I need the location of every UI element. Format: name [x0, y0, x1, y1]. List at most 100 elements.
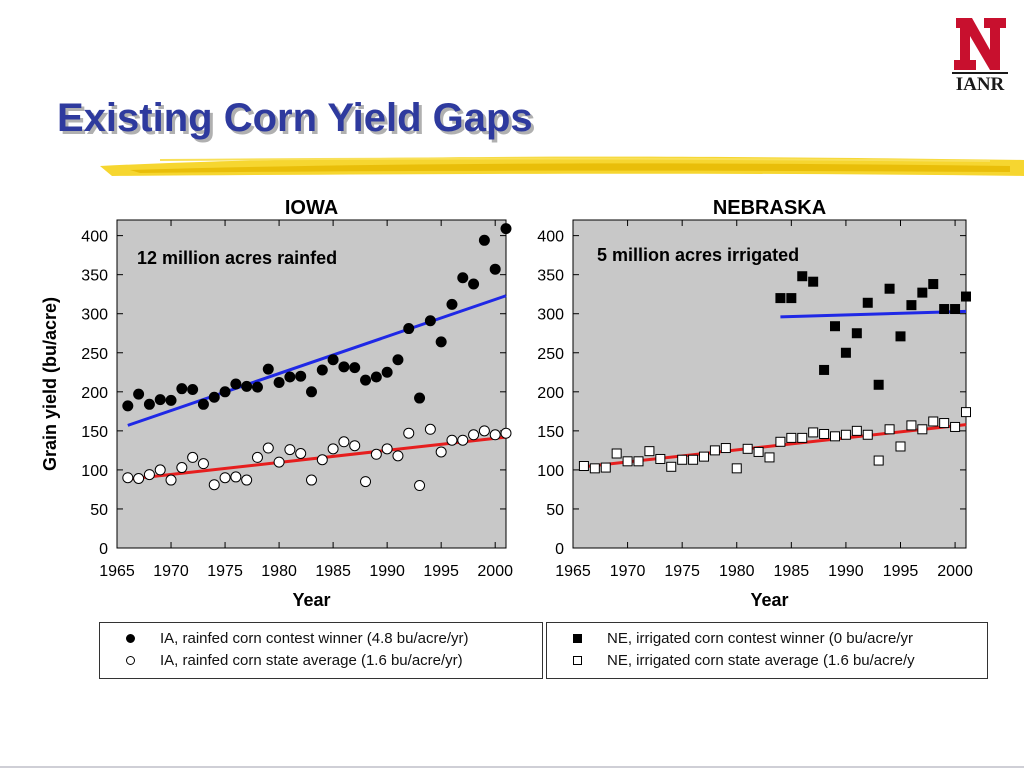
data-point	[884, 283, 895, 294]
data-point	[862, 429, 873, 440]
data-point	[424, 423, 436, 435]
data-point	[262, 442, 274, 454]
y-tick-label: 250	[81, 346, 108, 363]
data-point	[489, 429, 501, 441]
data-point	[873, 455, 884, 466]
legend-label: IA, rainfed corn state average (1.6 bu/a…	[160, 652, 463, 669]
data-point	[230, 471, 242, 483]
data-point	[709, 445, 720, 456]
data-point	[165, 474, 177, 486]
x-tick-label: 1985	[315, 563, 351, 580]
chart-annotation: 12 million acres rainfed	[137, 248, 337, 268]
data-point	[360, 476, 372, 488]
data-point	[797, 432, 808, 443]
chart-title: NEBRASKA	[713, 197, 826, 219]
data-point	[122, 472, 134, 484]
data-point	[644, 446, 655, 457]
data-point	[295, 370, 307, 382]
plot-area	[572, 219, 967, 549]
data-point	[424, 315, 436, 327]
y-tick-label: 100	[81, 463, 108, 480]
data-point	[219, 472, 231, 484]
trend-line	[127, 294, 507, 427]
data-point	[219, 386, 231, 398]
data-point	[262, 363, 274, 375]
data-point	[435, 336, 447, 348]
data-point	[851, 328, 862, 339]
data-point	[699, 451, 709, 462]
data-point	[241, 474, 253, 486]
university-logo: IANR	[952, 14, 1008, 95]
logo-text: IANR	[952, 72, 1008, 95]
x-tick-label: 1975	[664, 563, 700, 580]
y-tick-label: 150	[537, 424, 564, 441]
data-point	[666, 461, 677, 472]
data-point	[764, 452, 775, 463]
data-point	[349, 362, 361, 374]
data-point	[840, 347, 851, 358]
data-point	[251, 451, 263, 463]
y-tick-label: 300	[537, 307, 564, 324]
data-point	[403, 427, 415, 439]
y-tick-label: 250	[537, 346, 564, 363]
data-point	[819, 428, 830, 439]
data-point	[840, 429, 851, 440]
data-point	[775, 436, 786, 447]
data-point	[478, 234, 490, 246]
data-point	[688, 454, 699, 465]
data-point	[489, 263, 501, 275]
data-point	[928, 416, 939, 427]
legend-nebraska: NE, irrigated corn contest winner (0 bu/…	[546, 622, 988, 679]
chart-title: IOWA	[285, 197, 338, 219]
plot-area	[116, 219, 507, 549]
data-point	[633, 456, 644, 467]
data-point	[316, 454, 328, 466]
x-tick-label: 1980	[719, 563, 755, 580]
data-point	[316, 364, 328, 376]
data-point	[122, 400, 134, 412]
data-point	[251, 381, 263, 393]
x-tick-label: 1970	[153, 563, 189, 580]
data-point	[338, 436, 350, 448]
data-point	[468, 278, 480, 290]
data-point	[611, 448, 622, 459]
y-axis-label: Grain yield (bu/acre)	[40, 297, 60, 471]
x-tick-label: 1965	[99, 563, 135, 580]
data-point	[655, 453, 666, 464]
legend-label: IA, rainfed corn contest winner (4.8 bu/…	[160, 630, 469, 647]
data-point	[753, 446, 764, 457]
data-point	[392, 450, 404, 462]
x-axis-label: Year	[750, 590, 788, 610]
x-tick-label: 2000	[477, 563, 513, 580]
data-point	[939, 304, 950, 315]
data-point	[273, 376, 285, 388]
data-point	[797, 271, 808, 282]
data-point	[273, 456, 285, 468]
data-point	[578, 461, 589, 471]
chart-annotation: 5 million acres irrigated	[597, 245, 799, 265]
data-point	[133, 388, 145, 400]
data-point	[457, 272, 469, 284]
data-point	[165, 394, 177, 406]
data-point	[197, 398, 209, 410]
y-tick-label: 350	[537, 268, 564, 285]
data-point	[961, 407, 971, 418]
data-point	[381, 366, 393, 378]
y-tick-label: 100	[537, 463, 564, 480]
y-tick-label: 0	[555, 541, 564, 558]
data-point	[327, 443, 339, 455]
data-point	[786, 432, 797, 443]
y-tick-label: 350	[81, 268, 108, 285]
data-point	[884, 424, 895, 435]
filled-circle-marker-icon	[126, 634, 135, 643]
slide-title: Existing Corn Yield Gaps	[57, 96, 533, 140]
data-point	[500, 427, 512, 439]
data-point	[370, 448, 382, 460]
data-point	[457, 434, 469, 446]
data-point	[862, 297, 873, 308]
data-point	[851, 425, 862, 436]
y-tick-label: 150	[81, 424, 108, 441]
x-tick-label: 1975	[207, 563, 243, 580]
data-point	[349, 440, 361, 452]
